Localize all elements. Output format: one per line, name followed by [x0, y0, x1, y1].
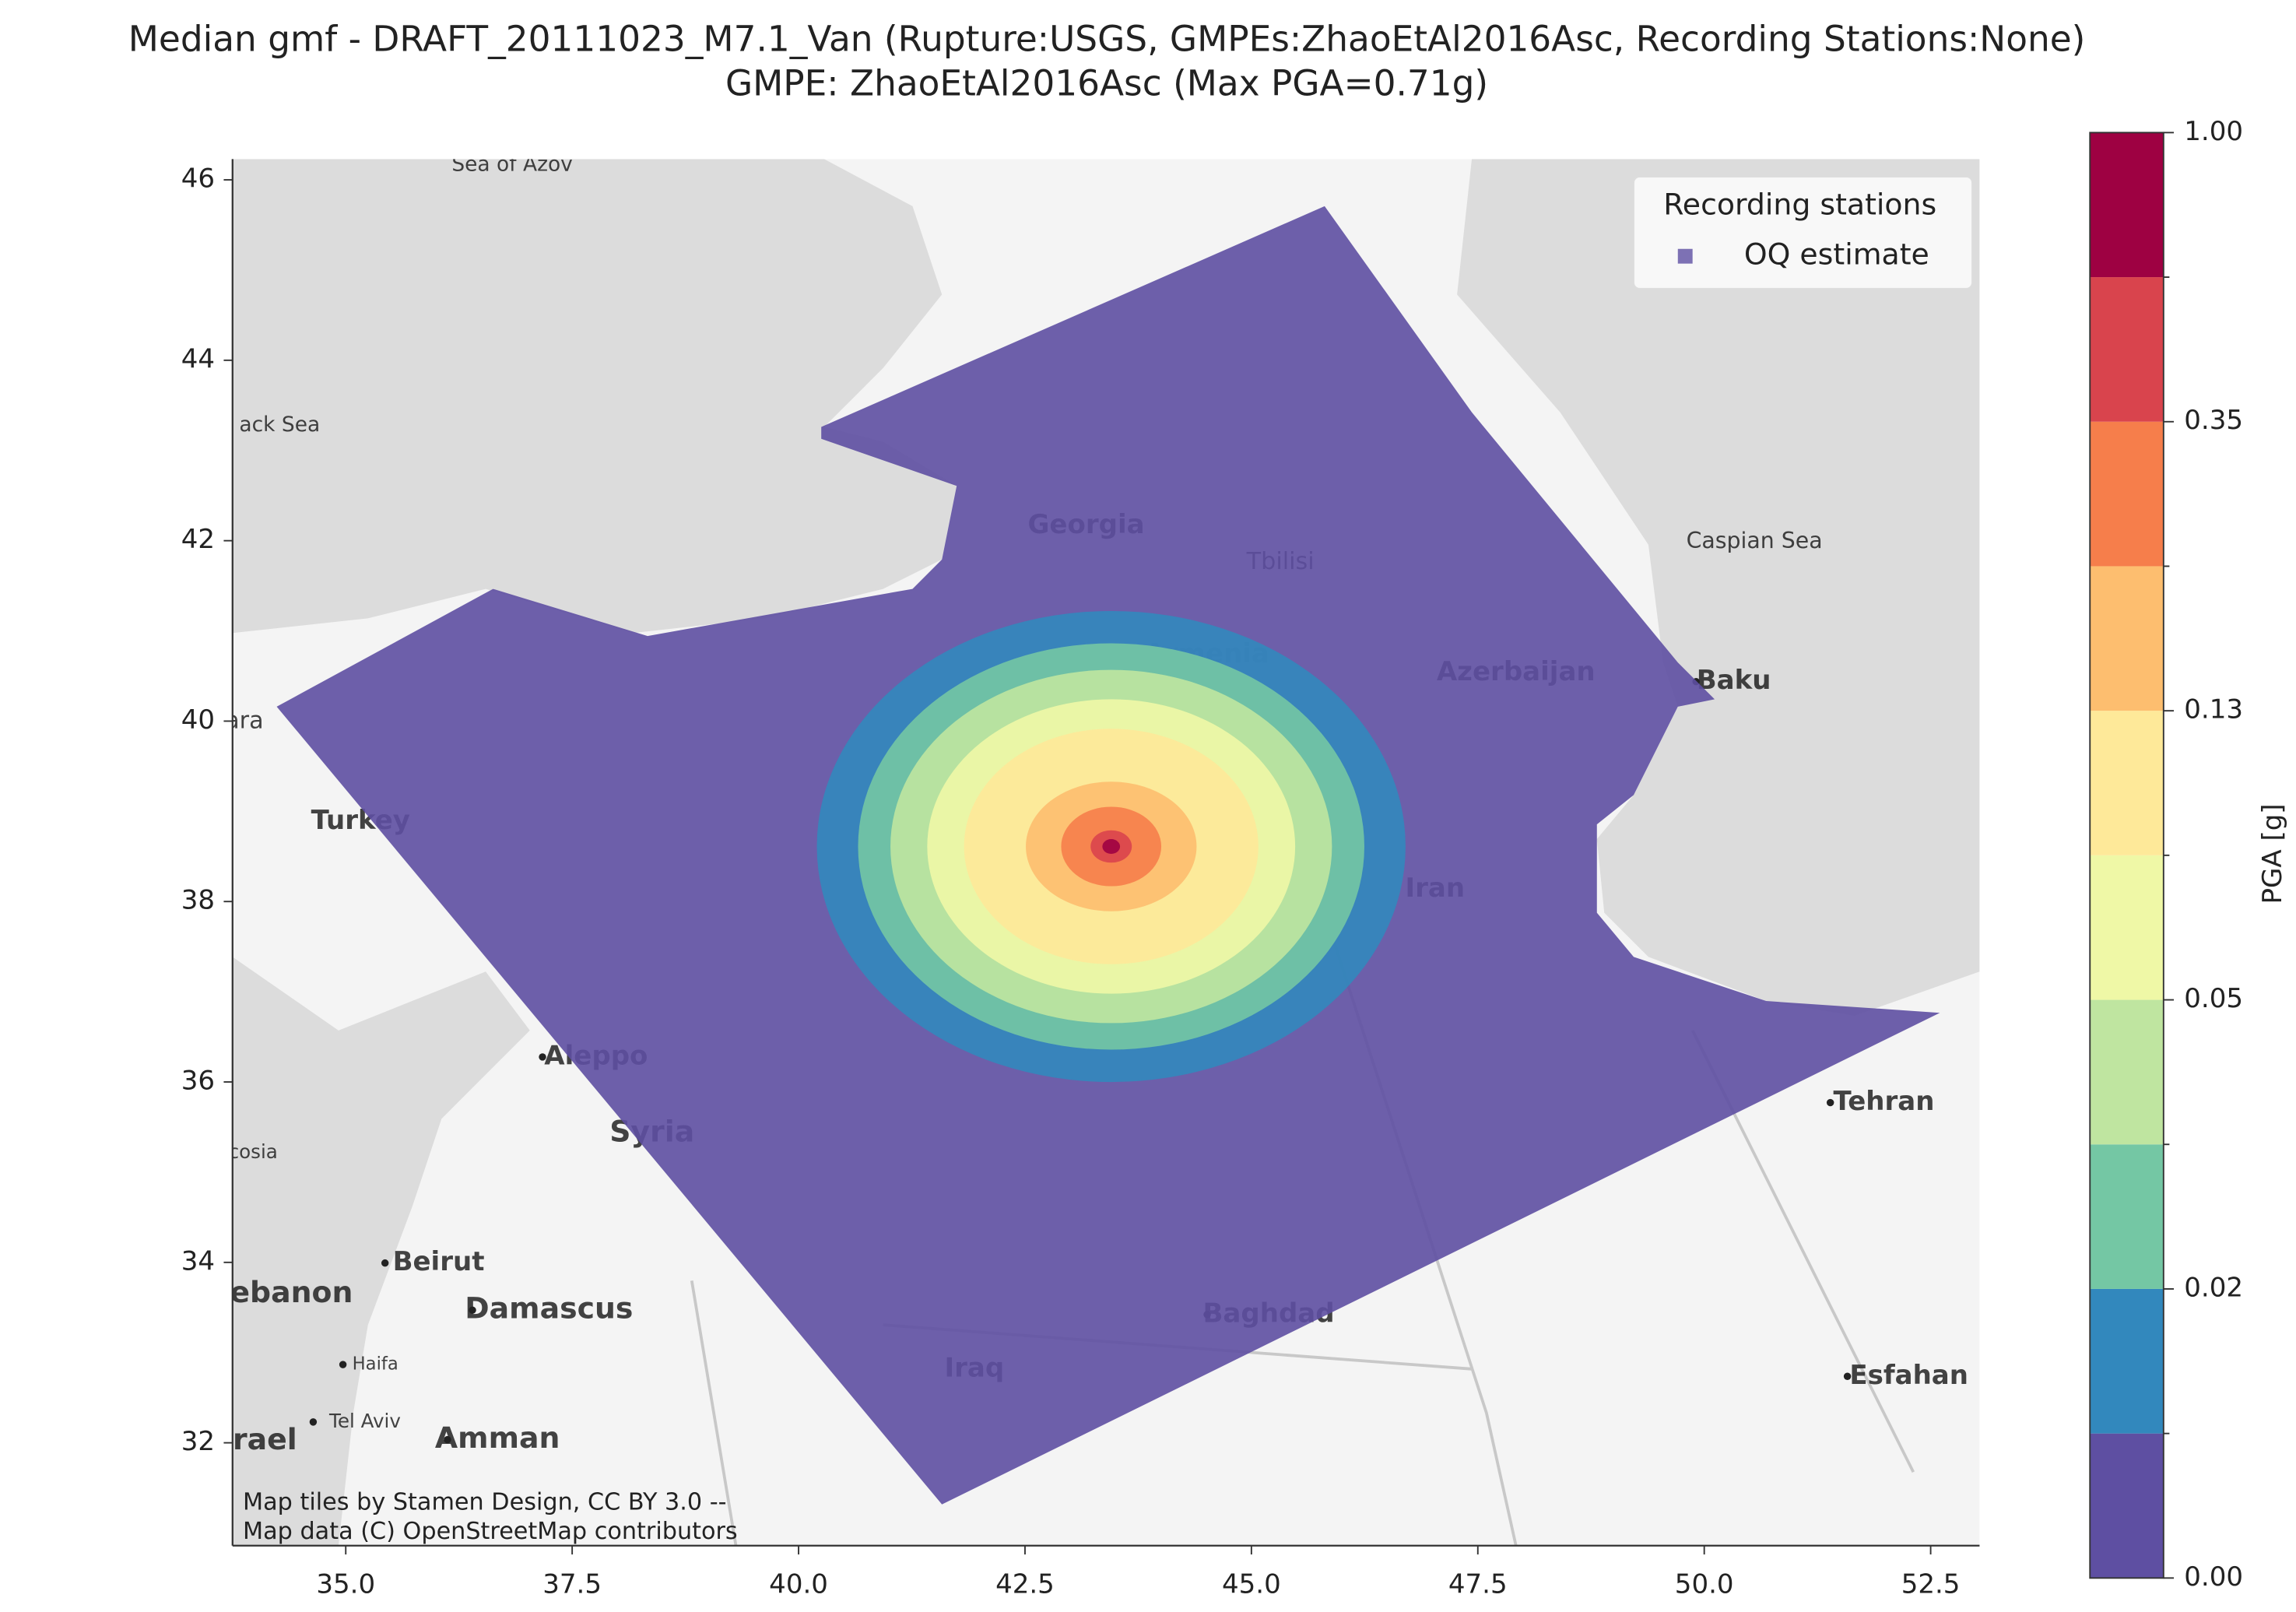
y-tick-label: 38 — [181, 885, 215, 916]
place-label: Baku — [1697, 665, 1771, 696]
border — [690, 912, 1915, 1546]
place-label: ebanon — [230, 1275, 353, 1309]
legend — [1633, 176, 1973, 290]
x-tick-label: 52.5 — [1901, 1568, 1961, 1600]
colorbar-band — [2090, 277, 2164, 422]
place-label: cosia — [229, 1140, 278, 1163]
colorbar-band — [2090, 421, 2164, 567]
sea — [1457, 159, 1980, 1016]
place-dot — [1826, 1098, 1834, 1107]
y-tick-label: 40 — [181, 704, 215, 736]
chart-subtitle: GMPE: ZhaoEtAl2016Asc (Max PGA=0.71g) — [725, 62, 1488, 104]
y-tick-label: 36 — [181, 1066, 215, 1097]
colorbar-band — [2090, 566, 2164, 711]
chart-title: Median gmf - DRAFT_20111023_M7.1_Van (Ru… — [128, 19, 2086, 60]
legend-label: OQ estimate — [1744, 237, 1929, 272]
legend-title: Recording stations — [1663, 187, 1936, 221]
place-label: Amman — [435, 1421, 560, 1455]
place-dot — [469, 1306, 476, 1314]
colorbar-tick-label: 0.00 — [2184, 1561, 2243, 1593]
y-tick-label: 44 — [181, 343, 215, 374]
colorbar-label: PGA [g] — [2257, 803, 2288, 904]
colorbar-tick-label: 0.02 — [2184, 1272, 2243, 1303]
attribution: Map data (C) OpenStreetMap contributors — [243, 1518, 738, 1545]
colorbar-band — [2090, 999, 2164, 1145]
place-label: Beirut — [393, 1246, 485, 1277]
colorbar-band — [2090, 132, 2164, 278]
y-tick-label: 42 — [181, 524, 215, 555]
sea — [232, 159, 957, 634]
x-tick-label: 50.0 — [1675, 1568, 1734, 1600]
place-dot — [381, 1259, 389, 1267]
place-label: Esfahan — [1849, 1360, 1968, 1391]
attribution: Map tiles by Stamen Design, CC BY 3.0 -- — [243, 1488, 727, 1515]
place-label: Haifa — [353, 1354, 398, 1375]
y-tick-label: 34 — [181, 1245, 215, 1277]
colorbar-band — [2090, 1433, 2164, 1579]
place-label: rael — [233, 1422, 297, 1456]
place-dot — [539, 1053, 546, 1061]
place-label: Sea of Azov — [451, 152, 573, 176]
x-tick-label: 37.5 — [542, 1568, 602, 1600]
colorbar-tick-label: 0.05 — [2184, 983, 2243, 1014]
x-tick-label: 42.5 — [995, 1568, 1055, 1600]
place-label: Tehran — [1834, 1086, 1935, 1117]
place-label: ack Sea — [239, 413, 320, 437]
colorbar-band — [2090, 1288, 2164, 1434]
colorbar-band — [2090, 855, 2164, 1000]
place-dot — [309, 1418, 318, 1426]
place-label: ara — [225, 707, 264, 734]
colorbar-tick-label: 1.00 — [2184, 116, 2243, 147]
place-dot — [1843, 1372, 1852, 1380]
sea — [232, 957, 530, 1546]
y-tick-label: 46 — [181, 163, 215, 195]
colorbar-band — [2090, 1144, 2164, 1289]
x-tick-label: 47.5 — [1448, 1568, 1508, 1600]
colorbar-tick-label: 0.13 — [2184, 694, 2243, 725]
place-label: Tel Aviv — [328, 1410, 401, 1432]
x-tick-label: 40.0 — [769, 1568, 828, 1600]
x-tick-label: 45.0 — [1222, 1568, 1281, 1600]
x-tick-label: 35.0 — [316, 1568, 375, 1600]
place-label: Caspian Sea — [1687, 528, 1823, 553]
place-dot — [339, 1361, 347, 1368]
gmf-contour — [1102, 839, 1121, 854]
y-tick-label: 32 — [181, 1426, 215, 1457]
colorbar-tick-label: 0.35 — [2184, 405, 2243, 436]
colorbar-band — [2090, 711, 2164, 855]
place-dot — [444, 1435, 451, 1444]
place-label: Damascus — [465, 1291, 633, 1326]
legend-marker — [1677, 248, 1693, 264]
